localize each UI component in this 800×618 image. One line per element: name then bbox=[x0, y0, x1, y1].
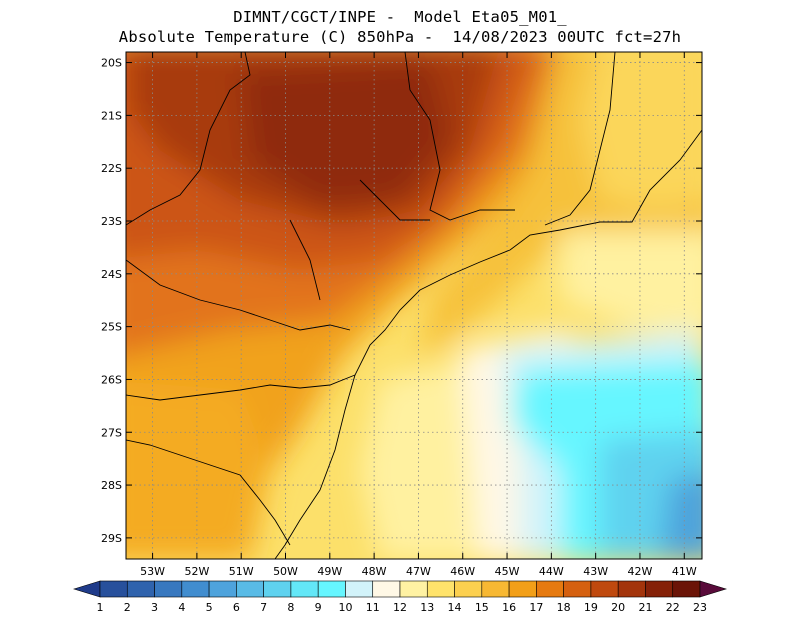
coastline-and-borders bbox=[126, 52, 702, 559]
colorbar-label: 3 bbox=[151, 601, 158, 614]
colorbar-label: 5 bbox=[206, 601, 213, 614]
colorbar-swatch bbox=[208, 580, 237, 598]
colorbar-label: 20 bbox=[611, 601, 625, 614]
lat-tick-label: 28S bbox=[101, 479, 122, 492]
state-border bbox=[126, 259, 351, 331]
lon-tick-label: 53W bbox=[140, 565, 165, 578]
state-border bbox=[126, 52, 251, 226]
longitude-axis: 53W 52W 51W 50W 49W 48W 47W 46W 45W 44W 43W 42W 41W bbox=[140, 52, 697, 578]
colorbar-swatch bbox=[181, 580, 210, 598]
colorbar-label: 9 bbox=[315, 601, 322, 614]
lat-tick-label: 22S bbox=[101, 162, 122, 175]
latitude-axis: 20S 21S 22S 23S 24S 25S 26S 27S 28S 29S bbox=[101, 57, 702, 545]
map-grid bbox=[126, 52, 702, 559]
chart-title-line-1: DIMNT/CGCT/INPE - Model Eta05_M01_ bbox=[233, 8, 567, 26]
colorbar-label: 2 bbox=[124, 601, 131, 614]
colorbar-swatch bbox=[99, 580, 128, 598]
colorbar-label: 21 bbox=[638, 601, 652, 614]
lon-tick-label: 42W bbox=[628, 565, 653, 578]
lat-tick-label: 29S bbox=[101, 532, 122, 545]
colorbar-label: 6 bbox=[233, 601, 240, 614]
colorbar-label: 23 bbox=[693, 601, 707, 614]
lon-tick-label: 47W bbox=[406, 565, 431, 578]
lon-tick-label: 52W bbox=[184, 565, 209, 578]
lat-tick-label: 20S bbox=[101, 57, 122, 70]
colorbar-label: 11 bbox=[366, 601, 380, 614]
state-border bbox=[126, 374, 356, 401]
lon-tick-label: 43W bbox=[583, 565, 608, 578]
lon-tick-label: 46W bbox=[450, 565, 475, 578]
colorbar-swatch bbox=[236, 580, 264, 598]
chart-title-line-2: Absolute Temperature (C) 850hPa - 14/08/… bbox=[118, 28, 682, 46]
state-border bbox=[126, 439, 291, 546]
colorbar-label: 16 bbox=[502, 601, 516, 614]
colorbar-label: 10 bbox=[338, 601, 352, 614]
colorbar-swatch bbox=[154, 580, 183, 598]
lat-tick-label: 23S bbox=[101, 215, 122, 228]
colorbar-swatch bbox=[263, 580, 292, 598]
colorbar-label: 22 bbox=[666, 601, 680, 614]
lon-tick-label: 48W bbox=[362, 565, 387, 578]
colorbar-swatch bbox=[563, 580, 592, 598]
river bbox=[289, 219, 321, 301]
colorbar-swatch bbox=[345, 580, 374, 598]
lat-tick-label: 21S bbox=[101, 109, 122, 122]
colorbar-swatch bbox=[317, 580, 346, 598]
lon-tick-label: 41W bbox=[672, 565, 697, 578]
colorbar-swatch bbox=[290, 580, 319, 598]
lon-tick-label: 45W bbox=[495, 565, 520, 578]
colorbar-swatch bbox=[590, 580, 619, 598]
colorbar-swatch bbox=[399, 580, 428, 598]
colorbar-label: 18 bbox=[557, 601, 571, 614]
colorbar: 1 2 3 4 5 6 7 8 9 10 11 12 13 14 15 16 17 18 19 20 21 22 23 bbox=[72, 580, 728, 614]
lat-tick-label: 25S bbox=[101, 321, 122, 334]
coastline bbox=[274, 129, 702, 559]
colorbar-under-triangle bbox=[72, 580, 101, 598]
colorbar-swatch bbox=[508, 580, 537, 598]
lat-tick-label: 26S bbox=[101, 373, 122, 386]
colorbar-swatch bbox=[645, 580, 674, 598]
lon-tick-label: 50W bbox=[273, 565, 298, 578]
colorbar-label: 7 bbox=[260, 601, 267, 614]
lon-tick-label: 49W bbox=[317, 565, 342, 578]
colorbar-label: 14 bbox=[448, 601, 462, 614]
colorbar-swatch bbox=[617, 580, 646, 598]
colorbar-swatch bbox=[536, 580, 564, 598]
colorbar-swatch bbox=[372, 580, 401, 598]
colorbar-label: 4 bbox=[178, 601, 185, 614]
colorbar-label: 15 bbox=[475, 601, 489, 614]
lat-tick-label: 24S bbox=[101, 268, 122, 281]
colorbar-label: 12 bbox=[393, 601, 407, 614]
colorbar-label: 17 bbox=[529, 601, 543, 614]
colorbar-swatch bbox=[126, 580, 155, 598]
colorbar-label: 1 bbox=[97, 601, 104, 614]
colorbar-swatch bbox=[454, 580, 483, 598]
state-border bbox=[359, 179, 430, 221]
lon-tick-label: 44W bbox=[539, 565, 564, 578]
colorbar-label: 8 bbox=[287, 601, 294, 614]
map-frame bbox=[125, 51, 703, 560]
state-border bbox=[544, 52, 616, 226]
colorbar-label: 13 bbox=[420, 601, 434, 614]
colorbar-swatch bbox=[672, 580, 701, 598]
colorbar-over-triangle bbox=[699, 580, 728, 598]
colorbar-label: 19 bbox=[584, 601, 598, 614]
lon-tick-label: 51W bbox=[229, 565, 254, 578]
lat-tick-label: 27S bbox=[101, 426, 122, 439]
colorbar-swatch bbox=[426, 580, 455, 598]
colorbar-swatch bbox=[481, 580, 510, 598]
state-border bbox=[404, 52, 515, 221]
